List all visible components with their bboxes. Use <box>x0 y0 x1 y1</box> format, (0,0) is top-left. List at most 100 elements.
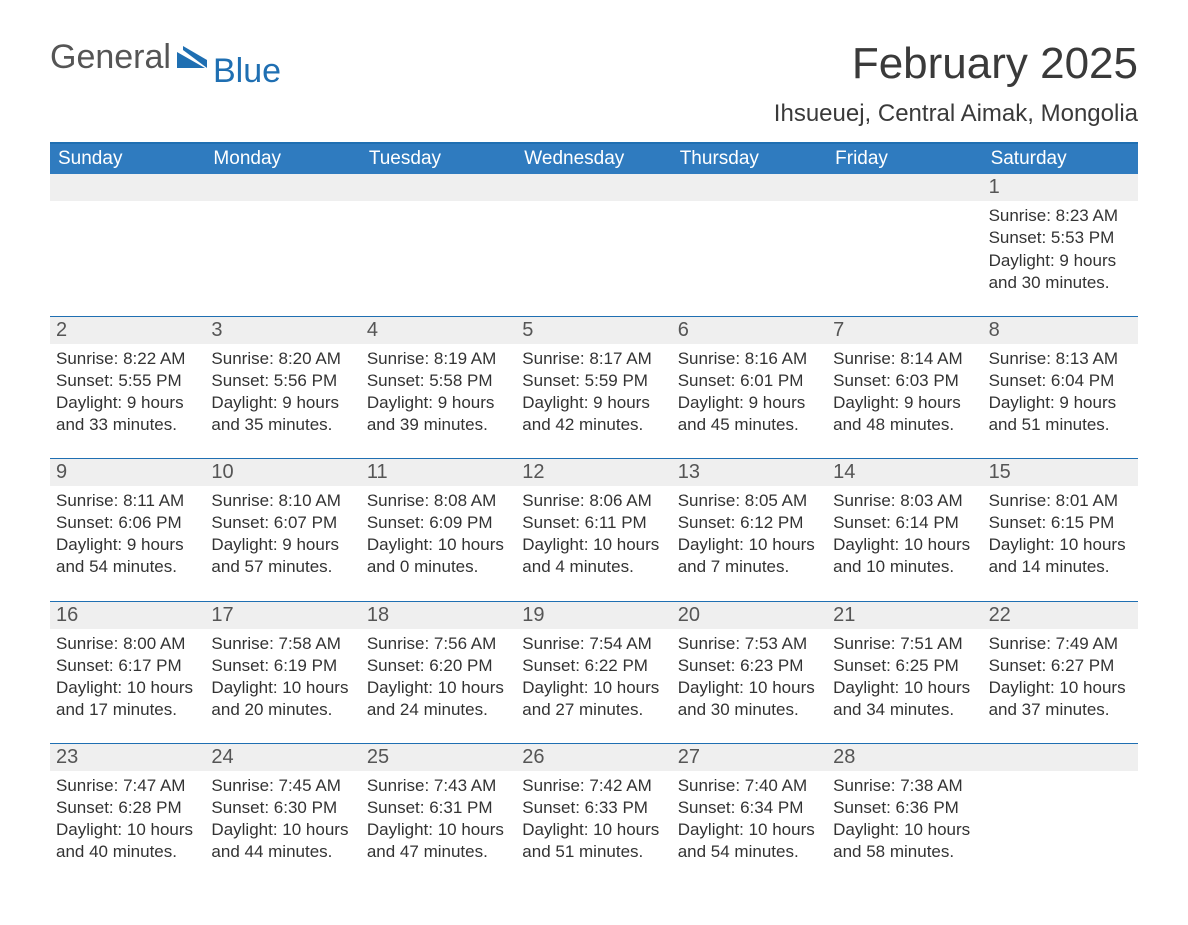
day-number: 3 <box>205 317 360 344</box>
day-cell: Sunrise: 7:42 AMSunset: 6:33 PMDaylight:… <box>516 771 671 885</box>
daylight-text: and 48 minutes. <box>833 414 976 436</box>
day-cell: Sunrise: 7:47 AMSunset: 6:28 PMDaylight:… <box>50 771 205 885</box>
logo-flag-icon <box>177 46 211 68</box>
day-cell: Sunrise: 8:16 AMSunset: 6:01 PMDaylight:… <box>672 344 827 458</box>
sunset-text: Sunset: 6:25 PM <box>833 655 976 677</box>
sunrise-text: Sunrise: 7:56 AM <box>367 633 510 655</box>
daylight-text: Daylight: 10 hours <box>211 819 354 841</box>
daylight-text: and 47 minutes. <box>367 841 510 863</box>
daylight-text: and 54 minutes. <box>56 556 199 578</box>
daylight-text: and 14 minutes. <box>989 556 1132 578</box>
daylight-text: Daylight: 10 hours <box>56 819 199 841</box>
calendar: Sunday Monday Tuesday Wednesday Thursday… <box>50 142 1138 885</box>
sunrise-text: Sunrise: 8:17 AM <box>522 348 665 370</box>
day-cell: Sunrise: 7:45 AMSunset: 6:30 PMDaylight:… <box>205 771 360 885</box>
sunrise-text: Sunrise: 7:53 AM <box>678 633 821 655</box>
sunset-text: Sunset: 5:58 PM <box>367 370 510 392</box>
sunset-text: Sunset: 5:59 PM <box>522 370 665 392</box>
day-cell <box>361 201 516 315</box>
day-number: 5 <box>516 317 671 344</box>
day-number-row: 2345678 <box>50 317 1138 344</box>
sunrise-text: Sunrise: 8:19 AM <box>367 348 510 370</box>
calendar-week: 9101112131415Sunrise: 8:11 AMSunset: 6:0… <box>50 458 1138 600</box>
daylight-text: Daylight: 9 hours <box>833 392 976 414</box>
day-number: 25 <box>361 744 516 771</box>
day-cell: Sunrise: 8:11 AMSunset: 6:06 PMDaylight:… <box>50 486 205 600</box>
daylight-text: and 24 minutes. <box>367 699 510 721</box>
sunset-text: Sunset: 6:20 PM <box>367 655 510 677</box>
day-number: 24 <box>205 744 360 771</box>
day-number <box>361 174 516 201</box>
daylight-text: Daylight: 10 hours <box>56 677 199 699</box>
day-cell: Sunrise: 8:17 AMSunset: 5:59 PMDaylight:… <box>516 344 671 458</box>
daylight-text: Daylight: 10 hours <box>367 677 510 699</box>
day-cell: Sunrise: 8:06 AMSunset: 6:11 PMDaylight:… <box>516 486 671 600</box>
day-cell: Sunrise: 8:23 AMSunset: 5:53 PMDaylight:… <box>983 201 1138 315</box>
calendar-week: 1Sunrise: 8:23 AMSunset: 5:53 PMDaylight… <box>50 174 1138 315</box>
day-number: 9 <box>50 459 205 486</box>
daylight-text: and 20 minutes. <box>211 699 354 721</box>
sunrise-text: Sunrise: 7:54 AM <box>522 633 665 655</box>
day-cell: Sunrise: 7:43 AMSunset: 6:31 PMDaylight:… <box>361 771 516 885</box>
sunset-text: Sunset: 6:09 PM <box>367 512 510 534</box>
daylight-text: and 7 minutes. <box>678 556 821 578</box>
title-block: February 2025 Ihsueuej, Central Aimak, M… <box>774 40 1138 128</box>
sunrise-text: Sunrise: 8:13 AM <box>989 348 1132 370</box>
day-number: 28 <box>827 744 982 771</box>
daylight-text: Daylight: 10 hours <box>678 819 821 841</box>
daylight-text: and 34 minutes. <box>833 699 976 721</box>
sunset-text: Sunset: 6:19 PM <box>211 655 354 677</box>
day-number-row: 9101112131415 <box>50 459 1138 486</box>
sunrise-text: Sunrise: 7:47 AM <box>56 775 199 797</box>
sunrise-text: Sunrise: 8:05 AM <box>678 490 821 512</box>
month-title: February 2025 <box>774 40 1138 88</box>
day-number: 7 <box>827 317 982 344</box>
sunset-text: Sunset: 6:28 PM <box>56 797 199 819</box>
weekday-saturday: Saturday <box>983 144 1138 174</box>
day-number <box>50 174 205 201</box>
daylight-text: and 54 minutes. <box>678 841 821 863</box>
sunset-text: Sunset: 6:14 PM <box>833 512 976 534</box>
sunrise-text: Sunrise: 7:58 AM <box>211 633 354 655</box>
sunset-text: Sunset: 6:23 PM <box>678 655 821 677</box>
weekday-tuesday: Tuesday <box>361 144 516 174</box>
daylight-text: and 0 minutes. <box>367 556 510 578</box>
sunset-text: Sunset: 6:06 PM <box>56 512 199 534</box>
sunset-text: Sunset: 6:17 PM <box>56 655 199 677</box>
day-number-row: 232425262728 <box>50 744 1138 771</box>
sunset-text: Sunset: 6:07 PM <box>211 512 354 534</box>
daylight-text: and 58 minutes. <box>833 841 976 863</box>
day-number: 11 <box>361 459 516 486</box>
daylight-text: Daylight: 9 hours <box>989 392 1132 414</box>
sunrise-text: Sunrise: 8:01 AM <box>989 490 1132 512</box>
sunset-text: Sunset: 6:11 PM <box>522 512 665 534</box>
day-number: 16 <box>50 602 205 629</box>
sunset-text: Sunset: 6:01 PM <box>678 370 821 392</box>
sunrise-text: Sunrise: 8:00 AM <box>56 633 199 655</box>
weekday-friday: Friday <box>827 144 982 174</box>
daylight-text: and 51 minutes. <box>989 414 1132 436</box>
sunset-text: Sunset: 6:27 PM <box>989 655 1132 677</box>
daylight-text: Daylight: 9 hours <box>522 392 665 414</box>
day-number <box>205 174 360 201</box>
sunrise-text: Sunrise: 7:38 AM <box>833 775 976 797</box>
day-number <box>983 744 1138 771</box>
daylight-text: and 10 minutes. <box>833 556 976 578</box>
daylight-text: and 30 minutes. <box>678 699 821 721</box>
day-cell <box>983 771 1138 885</box>
day-cell: Sunrise: 7:49 AMSunset: 6:27 PMDaylight:… <box>983 629 1138 743</box>
day-cell: Sunrise: 8:10 AMSunset: 6:07 PMDaylight:… <box>205 486 360 600</box>
sunset-text: Sunset: 6:22 PM <box>522 655 665 677</box>
sunset-text: Sunset: 6:30 PM <box>211 797 354 819</box>
daylight-text: Daylight: 10 hours <box>367 819 510 841</box>
sunrise-text: Sunrise: 8:06 AM <box>522 490 665 512</box>
daylight-text: and 27 minutes. <box>522 699 665 721</box>
daylight-text: Daylight: 10 hours <box>833 819 976 841</box>
daylight-text: Daylight: 9 hours <box>367 392 510 414</box>
day-cell <box>827 201 982 315</box>
sunset-text: Sunset: 6:33 PM <box>522 797 665 819</box>
location-text: Ihsueuej, Central Aimak, Mongolia <box>774 100 1138 128</box>
logo: General Blue <box>50 40 281 74</box>
daylight-text: Daylight: 9 hours <box>56 392 199 414</box>
day-number: 10 <box>205 459 360 486</box>
